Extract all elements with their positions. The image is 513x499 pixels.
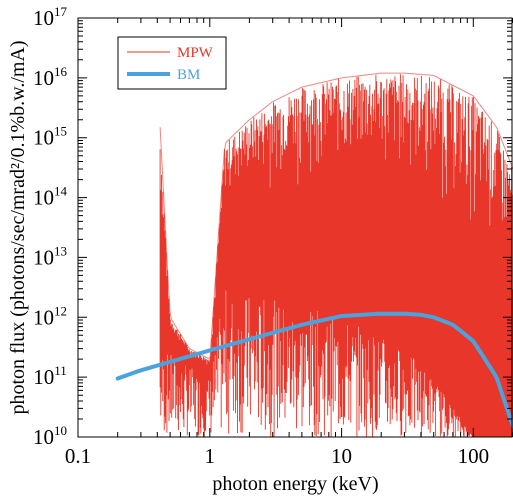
y-tick-label: 1011 <box>33 363 67 389</box>
y-tick-label: 1012 <box>33 303 67 329</box>
y-axis-title: photon flux (photons/sec/mrad²/0.1%b.w./… <box>7 40 29 414</box>
mpw-harmonic-lines <box>159 74 513 437</box>
x-axis-title: photon energy (keV) <box>212 473 378 495</box>
y-tick-label: 1013 <box>33 243 67 269</box>
plot-frame <box>77 17 513 438</box>
legend: MPW BM <box>117 36 227 90</box>
bm-series-line <box>115 311 513 429</box>
mpw-envelope <box>159 72 513 359</box>
y-tick-label: 1017 <box>33 4 68 30</box>
legend-label-bm: BM <box>177 67 200 83</box>
y-tick-label: 1016 <box>33 64 68 90</box>
legend-box <box>117 36 227 90</box>
x-tick-label: 1 <box>205 444 216 468</box>
y-tick-label: 1010 <box>33 423 67 449</box>
y-tick-labels: 1010 1011 1012 1013 1014 1015 1016 1017 <box>33 4 68 449</box>
x-tick-label: 10 <box>331 444 352 468</box>
tick-marks <box>77 17 513 438</box>
x-tick-labels: 0.1 1 10 100 <box>65 444 489 468</box>
x-tick-label: 100 <box>458 444 490 468</box>
y-tick-label: 1014 <box>33 184 68 210</box>
mpw-series <box>159 72 513 437</box>
x-tick-label: 0.1 <box>65 444 91 468</box>
axis-ticks <box>77 17 513 438</box>
legend-label-mpw: MPW <box>177 45 214 61</box>
y-tick-label: 1015 <box>33 124 67 150</box>
